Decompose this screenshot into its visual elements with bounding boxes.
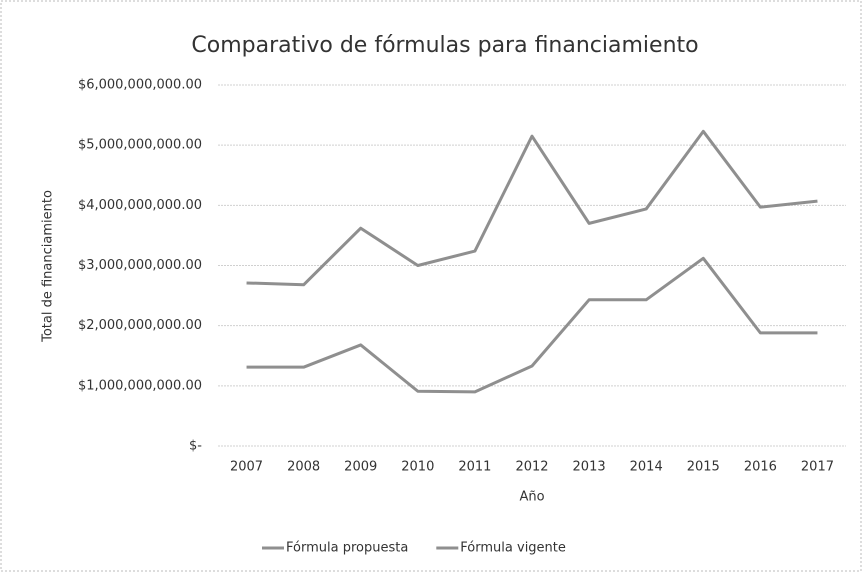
chart-title: Comparativo de fórmulas para financiamie… [191, 33, 698, 58]
y-tick-label: $- [189, 439, 202, 454]
y-axis-label: Total de financiamiento [41, 190, 56, 343]
x-tick-label: 2015 [687, 460, 720, 475]
x-axis-label: Año [519, 490, 544, 505]
x-tick-label: 2008 [287, 460, 320, 475]
legend-label: Fórmula propuesta [286, 541, 408, 556]
x-tick-label: 2009 [344, 460, 377, 475]
x-tick-label: 2010 [401, 460, 434, 475]
x-tick-label: 2007 [230, 460, 263, 475]
x-tick-label: 2016 [744, 460, 777, 475]
y-tick-label: $2,000,000,000.00 [78, 318, 202, 333]
y-tick-label: $6,000,000,000.00 [78, 78, 202, 93]
line-series [246, 256, 818, 394]
legend-label: Fórmula vigente [460, 541, 566, 556]
x-tick-label: 2012 [515, 460, 548, 475]
x-tick-label: 2017 [801, 460, 834, 475]
x-tick-label: 2014 [630, 460, 663, 475]
line-series [246, 129, 818, 287]
y-tick-label: $4,000,000,000.00 [78, 198, 202, 213]
y-tick-label: $1,000,000,000.00 [78, 378, 202, 393]
x-tick-label: 2013 [573, 460, 606, 475]
y-tick-label: $5,000,000,000.00 [78, 138, 202, 153]
x-tick-label: 2011 [458, 460, 491, 475]
y-tick-label: $3,000,000,000.00 [78, 258, 202, 273]
